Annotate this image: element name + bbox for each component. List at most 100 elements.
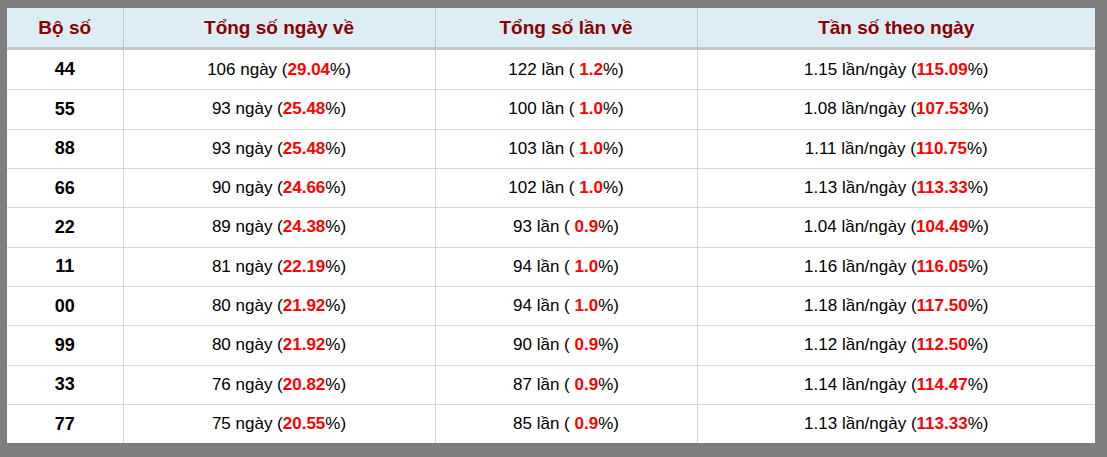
table-row: 0080 ngày (21.92%)94 lần ( 1.0%)1.18 lần… [7, 286, 1095, 325]
frequency-percentage: 115.09 [917, 60, 968, 79]
times-cell: 94 lần ( 1.0%) [435, 286, 697, 325]
times-cell: 122 lần ( 1.2%) [435, 49, 697, 90]
days-suffix: %) [325, 414, 346, 433]
frequency-percentage: 107.53 [916, 99, 968, 118]
frequency-suffix: %) [968, 217, 989, 236]
table-row: 44106 ngày (29.04%)122 lần ( 1.2%)1.15 l… [7, 49, 1095, 90]
times-text: 100 lần ( [508, 99, 579, 118]
days-text: 75 ngày ( [212, 414, 283, 433]
days-suffix: %) [325, 99, 346, 118]
frequency-suffix: %) [968, 60, 989, 79]
days-text: 76 ngày ( [212, 375, 283, 394]
days-text: 106 ngày ( [207, 60, 287, 79]
times-suffix: %) [598, 414, 619, 433]
days-cell: 90 ngày (24.66%) [123, 168, 435, 207]
days-cell: 93 ngày (25.48%) [123, 90, 435, 129]
times-cell: 90 lần ( 0.9%) [435, 326, 697, 365]
pair-value: 00 [7, 286, 123, 325]
days-percentage: 22.19 [283, 257, 326, 276]
days-suffix: %) [325, 139, 346, 158]
frequency-percentage: 113.33 [917, 414, 968, 433]
times-suffix: %) [598, 296, 619, 315]
header-row: Bộ số Tổng số ngày về Tổng số lần về Tần… [7, 8, 1095, 49]
pair-value: 66 [7, 168, 123, 207]
pair-value: 44 [7, 49, 123, 90]
days-suffix: %) [325, 296, 346, 315]
days-cell: 75 ngày (20.55%) [123, 405, 435, 443]
frequency-text: 1.11 lần/ngày ( [805, 139, 916, 158]
days-percentage: 29.04 [288, 60, 331, 79]
frequency-suffix: %) [968, 257, 989, 276]
frequency-text: 1.08 lần/ngày ( [804, 99, 916, 118]
table-body: 44106 ngày (29.04%)122 lần ( 1.2%)1.15 l… [7, 49, 1095, 444]
frequency-percentage: 117.50 [917, 296, 968, 315]
frequency-cell: 1.18 lần/ngày (117.50%) [697, 286, 1095, 325]
days-percentage: 24.38 [283, 217, 326, 236]
table-row: 11 81 ngày (22.19%) 94 lần ( 1.0%)1.16 lần… [7, 247, 1095, 286]
table-row: 7775 ngày (20.55%)85 lần ( 0.9%) 1.13 lần… [7, 405, 1095, 443]
days-text: 93 ngày ( [212, 99, 283, 118]
times-cell: 87 lần ( 0.9%) [435, 365, 697, 404]
days-percentage: 21.92 [283, 296, 326, 315]
days-suffix: %) [325, 178, 346, 197]
pair-value: 77 [7, 405, 123, 443]
pair-value: 11 [7, 247, 123, 286]
table-row: 3376 ngày (20.82%)87 lần ( 0.9%)1.14 lần… [7, 365, 1095, 404]
times-text: 94 lần ( [513, 296, 574, 315]
frequency-percentage: 110.75 [916, 139, 967, 158]
frequency-cell: 1.14 lần/ngày (114.47%) [697, 365, 1095, 404]
frequency-cell: 1.13 lần/ngày (113.33%) [697, 168, 1095, 207]
times-suffix: %) [603, 178, 624, 197]
times-percentage: 0.9 [575, 217, 599, 236]
times-text: 85 lần ( [513, 414, 574, 433]
table-row: 2289 ngày (24.38%)93 lần ( 0.9%)1.04 lần… [7, 208, 1095, 247]
days-percentage: 21.92 [283, 335, 326, 354]
times-text: 103 lần ( [508, 139, 579, 158]
frequency-suffix: %) [967, 139, 988, 158]
times-suffix: %) [603, 99, 624, 118]
column-header-pair: Bộ số [7, 8, 123, 49]
frequency-text: 1.18 lần/ngày ( [804, 296, 916, 315]
frequency-text: 1.13 lần/ngày ( [804, 414, 916, 433]
table-frame: Bộ số Tổng số ngày về Tổng số lần về Tần… [0, 0, 1107, 457]
days-cell: 76 ngày (20.82%) [123, 365, 435, 404]
frequency-text: 1.14 lần/ngày ( [804, 375, 916, 394]
days-text: 89 ngày ( [212, 217, 283, 236]
frequency-cell: 1.11 lần/ngày (110.75%) [697, 129, 1095, 168]
days-cell: 106 ngày (29.04%) [123, 49, 435, 90]
days-text: 90 ngày ( [212, 178, 283, 197]
times-cell: 94 lần ( 1.0%) [435, 247, 697, 286]
frequency-suffix: %) [968, 178, 989, 197]
times-cell: 102 lần ( 1.0%) [435, 168, 697, 207]
times-percentage: 0.9 [575, 335, 599, 354]
frequency-cell: 1.16 lần/ngày (116.05%) [697, 247, 1095, 286]
times-percentage: 1.0 [575, 296, 599, 315]
times-percentage: 1.0 [579, 178, 603, 197]
days-suffix: %) [330, 60, 351, 79]
frequency-suffix: %) [968, 335, 989, 354]
days-suffix: %) [325, 217, 346, 236]
column-header-times: Tổng số lần về [435, 8, 697, 49]
days-text: 80 ngày ( [212, 335, 283, 354]
days-cell: 80 ngày (21.92%) [123, 326, 435, 365]
days-suffix: %) [325, 335, 346, 354]
frequency-suffix: %) [968, 99, 989, 118]
frequency-percentage: 114.47 [917, 375, 968, 394]
column-header-frequency: Tần số theo ngày [697, 8, 1095, 49]
times-percentage: 1.0 [579, 139, 603, 158]
table-row: 9980 ngày (21.92%)90 lần ( 0.9%)1.12 lần… [7, 326, 1095, 365]
table-row: 8893 ngày (25.48%)103 lần ( 1.0%)1.11 lầ… [7, 129, 1095, 168]
times-cell: 85 lần ( 0.9%) [435, 405, 697, 443]
times-percentage: 1.2 [579, 60, 603, 79]
times-cell: 100 lần ( 1.0%) [435, 90, 697, 129]
pair-value: 99 [7, 326, 123, 365]
days-text: 81 ngày ( [212, 257, 283, 276]
frequency-cell: 1.15 lần/ngày (115.09%) [697, 49, 1095, 90]
times-percentage: 0.9 [575, 375, 599, 394]
times-suffix: %) [603, 60, 624, 79]
days-suffix: %) [325, 257, 346, 276]
days-cell: 93 ngày (25.48%) [123, 129, 435, 168]
times-text: 94 lần ( [513, 257, 574, 276]
pair-value: 88 [7, 129, 123, 168]
days-suffix: %) [325, 375, 346, 394]
